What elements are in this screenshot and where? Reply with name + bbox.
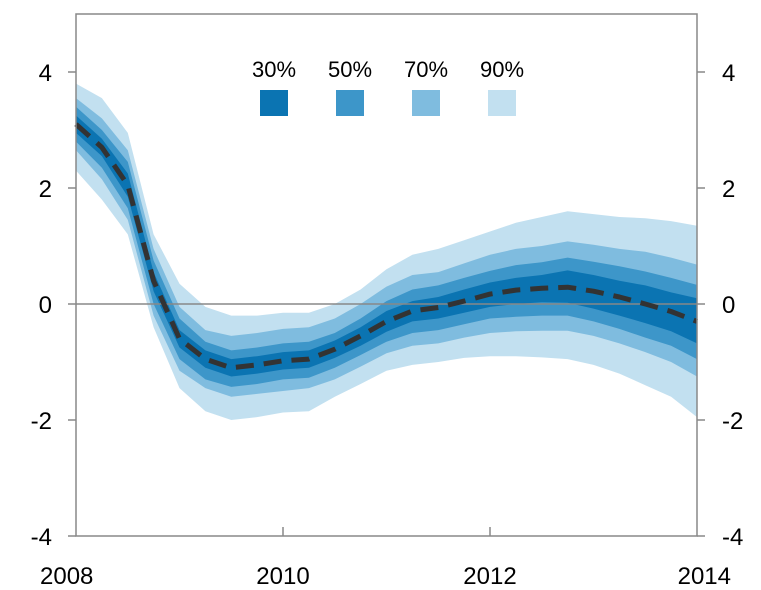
x-tick-label: 2008 [40,563,93,590]
legend: 30% 50% 70% 90% [252,57,524,116]
legend-swatch [260,90,288,116]
y-tick-label-right: 0 [722,292,735,319]
legend-label: 90% [480,57,524,82]
x-tick-label: 2012 [463,563,516,590]
plot-frame [75,13,698,537]
band-70 [76,98,697,397]
legend-swatch [336,90,364,116]
axis-ticks: -4 -4 -2 -2 0 0 2 2 4 4 2008 2010 2012 2014 [31,60,744,590]
legend-swatch [412,90,440,116]
y-tick-label-left: -2 [31,408,52,435]
y-tick-label-left: -4 [31,524,52,551]
band-30 [76,115,697,377]
legend-label: 50% [328,57,372,82]
fan-bands [76,83,697,420]
x-tick-label: 2010 [256,563,309,590]
legend-swatch [488,90,516,116]
x-tick-label: 2014 [678,563,731,590]
y-tick-label-left: 4 [39,60,52,87]
y-tick-label-right: 4 [722,60,735,87]
legend-label: 30% [252,57,296,82]
central-projection-line [74,122,698,371]
y-tick-label-right: -2 [722,408,743,435]
legend-label: 70% [404,57,448,82]
y-tick-label-left: 2 [39,176,52,203]
y-tick-label-right: 2 [722,176,735,203]
y-tick-label-left: 0 [39,292,52,319]
y-tick-label-right: -4 [722,524,743,551]
